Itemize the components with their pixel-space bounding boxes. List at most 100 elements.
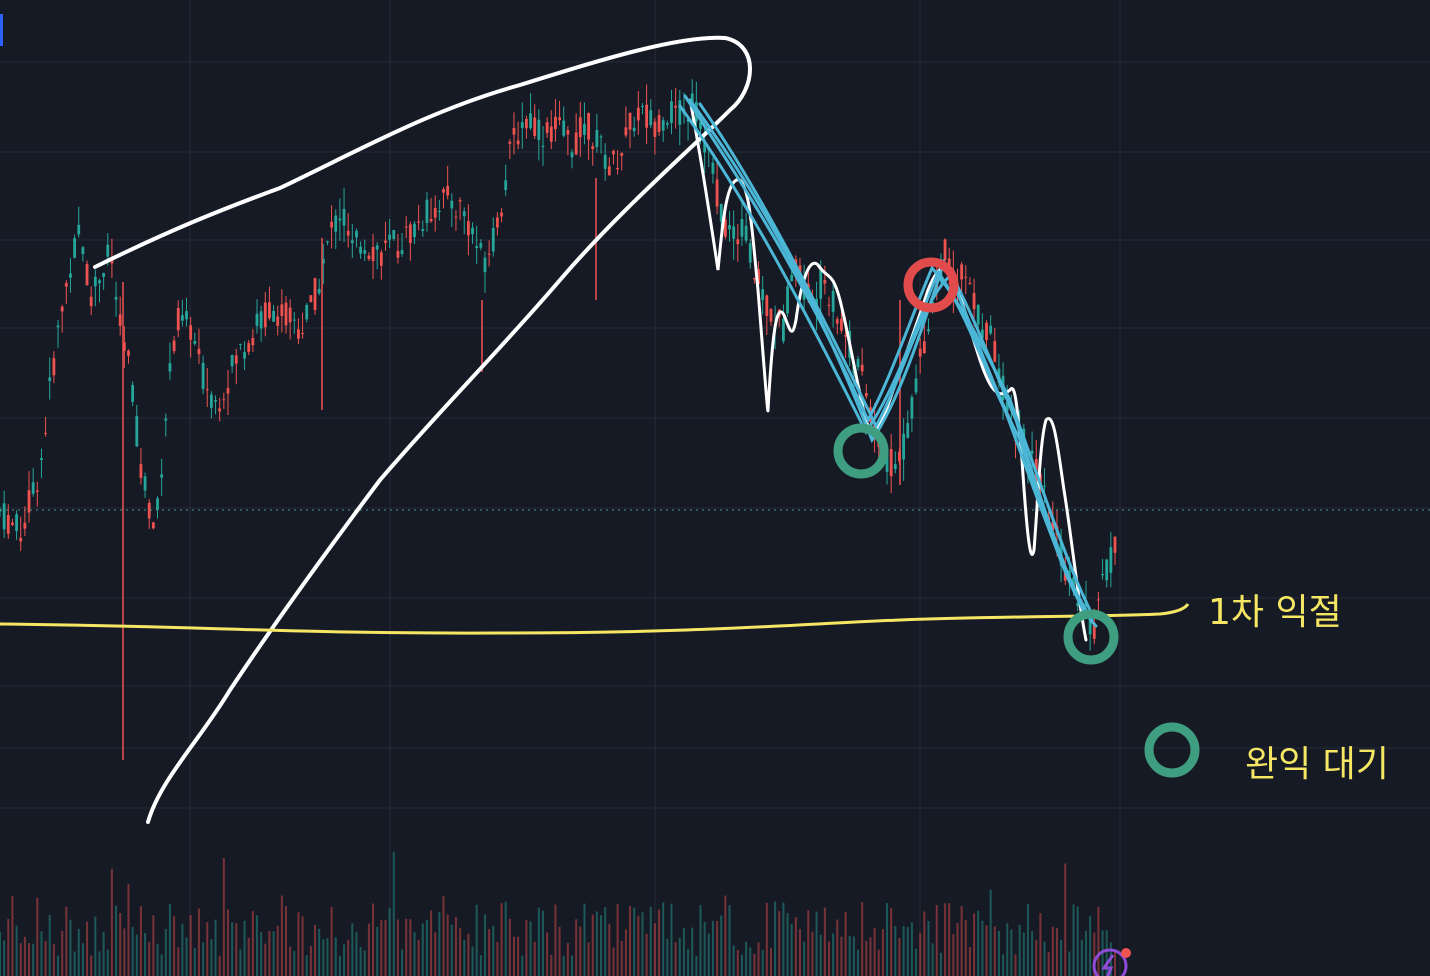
candle-body: [197, 348, 201, 355]
volume-bar: [388, 907, 391, 976]
candles: [0, 79, 1117, 760]
volume-bar: [185, 937, 188, 976]
volume-bar: [537, 907, 540, 976]
volume-bar: [289, 946, 292, 976]
candle-body: [64, 282, 68, 287]
candle-body: [15, 514, 18, 531]
volume-bar: [815, 911, 818, 976]
candle-body: [765, 295, 769, 317]
candle-body: [326, 241, 329, 243]
volume-bar: [309, 945, 312, 976]
candle-body: [31, 482, 35, 494]
volume-bar: [401, 949, 404, 976]
candle-body: [902, 433, 906, 460]
candle-body: [537, 119, 541, 140]
volume-bar: [19, 943, 22, 976]
volume-bar: [268, 931, 271, 976]
candle-body: [657, 115, 661, 133]
volume-bar: [624, 929, 627, 976]
volume-bar: [86, 921, 89, 976]
volume-bar: [202, 942, 205, 976]
candle-body: [620, 152, 624, 156]
candle-body: [525, 118, 528, 129]
candle-body: [433, 207, 437, 218]
volume-bar: [367, 923, 370, 976]
candle-body: [910, 397, 914, 419]
candle-body: [243, 352, 246, 359]
candle-body: [587, 113, 590, 140]
volume-bar: [421, 923, 424, 976]
candle-body: [533, 117, 537, 137]
candle-body: [595, 129, 599, 148]
candle-body: [475, 246, 479, 249]
volume-bar: [413, 932, 416, 976]
volume-bar: [997, 930, 1000, 976]
volume-bar: [765, 902, 768, 976]
volume-bar: [595, 911, 598, 976]
volume-bar: [1105, 930, 1108, 976]
volume-bar: [343, 944, 346, 976]
volume-bar: [782, 902, 785, 976]
candle-body: [960, 264, 964, 280]
candle-body: [545, 122, 549, 133]
volume-bar: [587, 942, 590, 976]
volume-bar: [881, 929, 884, 976]
volume-bar: [749, 947, 752, 976]
volume-bar: [1097, 906, 1100, 976]
candle-body: [723, 219, 727, 237]
volume-bar: [968, 947, 971, 976]
volume-bar: [7, 919, 10, 976]
volume-bar: [363, 950, 366, 976]
candle-body: [1063, 572, 1067, 581]
volume-bar: [247, 937, 250, 976]
candle-body: [487, 253, 491, 255]
volume-bar: [1014, 954, 1017, 976]
cyan-wave-lines: [678, 94, 1098, 628]
candle-body: [52, 358, 56, 376]
volume-bar: [757, 942, 760, 976]
volume-bar: [226, 909, 229, 976]
white-wedge-drawing: [93, 35, 752, 824]
candle-body: [98, 280, 101, 284]
volume-bar: [753, 953, 756, 976]
volume-bar: [1035, 940, 1038, 976]
candle-body: [636, 107, 640, 121]
green-circle-marker-1: [833, 423, 889, 479]
lightning-icon[interactable]: [1092, 948, 1131, 976]
volume-bar: [504, 901, 507, 976]
candle-body: [23, 522, 27, 529]
candle-body: [471, 227, 474, 235]
candle-body: [504, 180, 508, 191]
candle-body: [288, 307, 292, 323]
volume-bar: [600, 915, 603, 976]
candle-body: [914, 378, 918, 393]
candle-body: [462, 211, 466, 217]
volume-bar: [944, 903, 947, 976]
volume-bar: [359, 946, 362, 976]
candle-body: [761, 289, 765, 301]
candle-body: [989, 325, 993, 334]
volume-bar: [264, 943, 267, 976]
volume-bar: [115, 905, 118, 976]
volume-bar: [529, 921, 532, 976]
volume-bar: [890, 908, 893, 976]
candle-body: [85, 264, 89, 286]
volume-bar: [81, 943, 84, 976]
volume-bar: [210, 939, 213, 976]
candle-body: [268, 302, 271, 319]
candle-body: [255, 313, 259, 326]
candle-body: [305, 304, 309, 320]
candle-body: [396, 250, 400, 258]
volume-bar: [135, 934, 138, 976]
full-take-profit-wait-label: 완익 대기: [1245, 744, 1389, 785]
volume-bar: [691, 927, 694, 976]
volume-bar: [811, 931, 814, 976]
candle-body: [247, 343, 251, 352]
candle-body: [1113, 536, 1117, 553]
candle-body: [73, 238, 77, 258]
drawing-overlays: 1차 익절 완익 대기: [0, 35, 1430, 824]
volume-bar: [110, 868, 113, 976]
volume-bar: [512, 936, 515, 976]
candle-body: [1088, 615, 1092, 635]
volume-bar: [641, 912, 644, 976]
